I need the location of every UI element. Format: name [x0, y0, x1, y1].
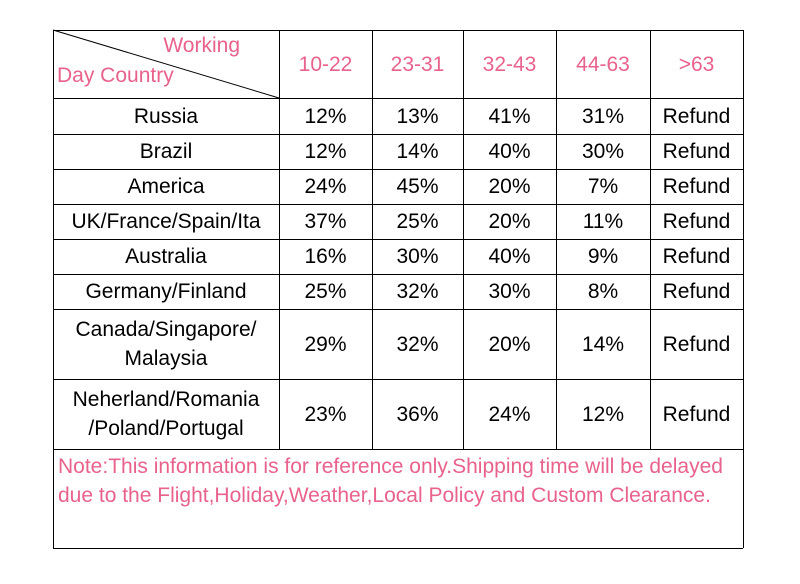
column-header: >63: [678, 52, 715, 76]
cell: 25%: [304, 280, 347, 303]
cell: 20%: [488, 175, 531, 198]
cell: 45%: [396, 175, 439, 198]
cell: Refund: [662, 280, 731, 303]
corner-diagonal: [52, 29, 280, 99]
corner-top-label: Working: [163, 33, 240, 57]
cell: Refund: [662, 104, 731, 128]
row-header: UK/France/Spain/Ita: [71, 210, 261, 233]
cell: 14%: [396, 140, 439, 163]
cell: 24%: [304, 175, 347, 198]
cell: 37%: [304, 210, 347, 233]
cell: 41%: [488, 104, 531, 128]
note: Note:This information is for reference o…: [58, 455, 723, 507]
cell: Refund: [662, 140, 731, 163]
cell: 20%: [488, 332, 531, 356]
corner-bottom-label: Day Country: [57, 63, 174, 87]
row-header: America: [127, 175, 205, 198]
cell: 16%: [304, 245, 347, 268]
cell: 13%: [396, 104, 439, 128]
cell: 30%: [396, 245, 439, 268]
cell: 36%: [396, 402, 439, 426]
cell: Refund: [662, 175, 731, 198]
cell: 23%: [304, 402, 347, 426]
row-header: Germany/Finland: [85, 280, 247, 303]
cell: 12%: [581, 402, 625, 426]
cell: 40%: [488, 140, 531, 163]
cell: 12%: [304, 140, 347, 163]
cell: 7%: [587, 175, 619, 198]
cell: 14%: [581, 332, 625, 356]
cell: 31%: [581, 104, 625, 128]
row-header: Australia: [125, 245, 207, 268]
column-header: 10-22: [298, 52, 353, 76]
cell: Refund: [662, 210, 731, 233]
cell: 9%: [587, 245, 619, 268]
cell: 29%: [304, 332, 347, 356]
cell: Refund: [662, 245, 731, 268]
cell: 11%: [582, 210, 624, 233]
cell: 32%: [396, 280, 439, 303]
cell: 40%: [488, 245, 531, 268]
cell: Refund: [662, 402, 731, 426]
cell: 30%: [488, 280, 531, 303]
column-header: 32-43: [482, 52, 537, 76]
cell: 25%: [396, 210, 439, 233]
column-header: 44-63: [576, 52, 630, 76]
row-header: Neherland/Romania /Poland/Portugal: [72, 388, 260, 440]
cell: 12%: [304, 104, 347, 128]
cell: 32%: [396, 332, 439, 356]
cell: Refund: [662, 332, 731, 356]
row-header: Russia: [133, 104, 199, 128]
cell: 24%: [488, 402, 531, 426]
row-header: Brazil: [139, 140, 193, 163]
cell: 30%: [581, 140, 625, 163]
cell: 8%: [587, 280, 619, 303]
row-header: Canada/Singapore/ Malaysia: [75, 318, 257, 370]
cell: 20%: [488, 210, 531, 233]
column-header: 23-31: [390, 52, 445, 76]
